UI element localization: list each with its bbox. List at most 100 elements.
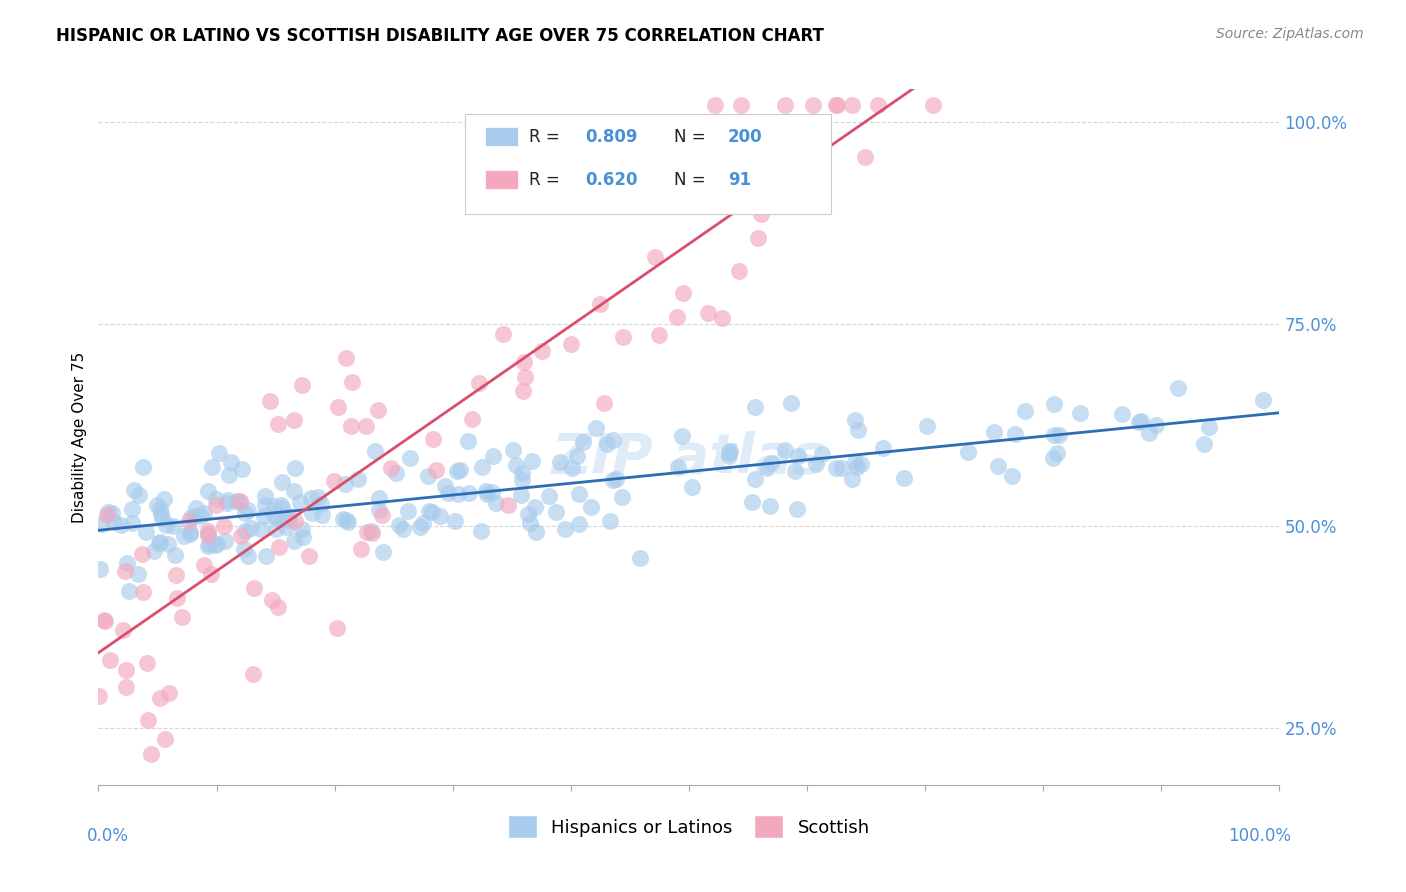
Point [233,506,256,520]
Point [112,623,135,637]
Point [326,621,349,635]
Point [461,412,484,426]
Point [512,355,534,369]
Point [236,503,259,517]
Point [585,421,607,435]
Point [363,443,385,458]
Point [544,505,567,519]
Point [263,499,285,513]
Point [266,417,288,432]
Point [205,498,228,512]
Point [270,501,292,516]
Point [513,370,536,384]
Point [983,425,1005,439]
Point [138,713,160,727]
Point [759,456,782,470]
Point [197,483,219,498]
Point [336,515,359,529]
Point [589,297,612,311]
Point [122,483,145,497]
Point [846,423,869,437]
Point [179,514,201,528]
Point [672,285,695,300]
Point [89,562,111,576]
Point [429,508,451,523]
Point [957,444,980,458]
Point [561,460,583,475]
Point [773,98,796,112]
Point [572,434,595,449]
Point [197,539,219,553]
Point [868,98,890,112]
FancyBboxPatch shape [485,127,517,146]
Point [100,653,122,667]
Point [744,472,766,486]
Point [370,508,392,522]
Point [1042,427,1064,442]
Point [183,509,205,524]
Point [512,384,534,398]
Point [283,413,305,427]
Point [446,464,468,478]
Point [197,524,219,538]
Point [197,527,219,541]
Point [367,491,389,505]
Point [1004,426,1026,441]
Point [773,443,796,458]
Point [170,610,193,624]
Point [602,473,624,487]
Point [149,690,172,705]
Point [1144,418,1167,433]
Point [509,488,531,502]
Point [311,508,333,523]
Point [371,545,394,559]
Point [481,485,503,500]
Point [825,461,848,475]
Point [481,449,503,463]
Point [498,498,520,512]
Point [228,493,250,508]
Point [180,510,202,524]
Text: ZIP atlas: ZIP atlas [551,431,827,485]
Point [301,506,323,520]
Point [277,513,299,527]
Text: N =: N = [673,128,710,145]
Point [135,525,157,540]
Point [418,469,440,483]
Point [132,584,155,599]
Point [422,432,444,446]
Point [323,474,346,488]
Text: Source: ZipAtlas.com: Source: ZipAtlas.com [1216,27,1364,41]
Point [356,524,378,539]
Point [756,461,779,475]
Point [136,656,159,670]
Point [710,311,733,326]
Legend: Hispanics or Latinos, Scottish: Hispanics or Latinos, Scottish [501,808,877,846]
Point [339,418,361,433]
Point [156,536,179,550]
Point [212,518,235,533]
Point [254,490,277,504]
Point [166,591,188,606]
Point [148,535,170,549]
Point [307,490,329,504]
Point [340,375,363,389]
Point [204,491,226,506]
Point [1129,414,1152,428]
Point [259,394,281,409]
Point [844,413,866,427]
Point [100,507,122,521]
Point [872,441,894,455]
Point [596,437,619,451]
Point [437,486,460,500]
Point [550,455,572,469]
Point [758,499,780,513]
Text: N =: N = [673,170,710,188]
Point [127,566,149,581]
Point [605,473,627,487]
Point [524,524,547,539]
Point [560,337,582,351]
Point [273,512,295,526]
Point [844,455,866,469]
Text: 0.620: 0.620 [585,170,637,188]
